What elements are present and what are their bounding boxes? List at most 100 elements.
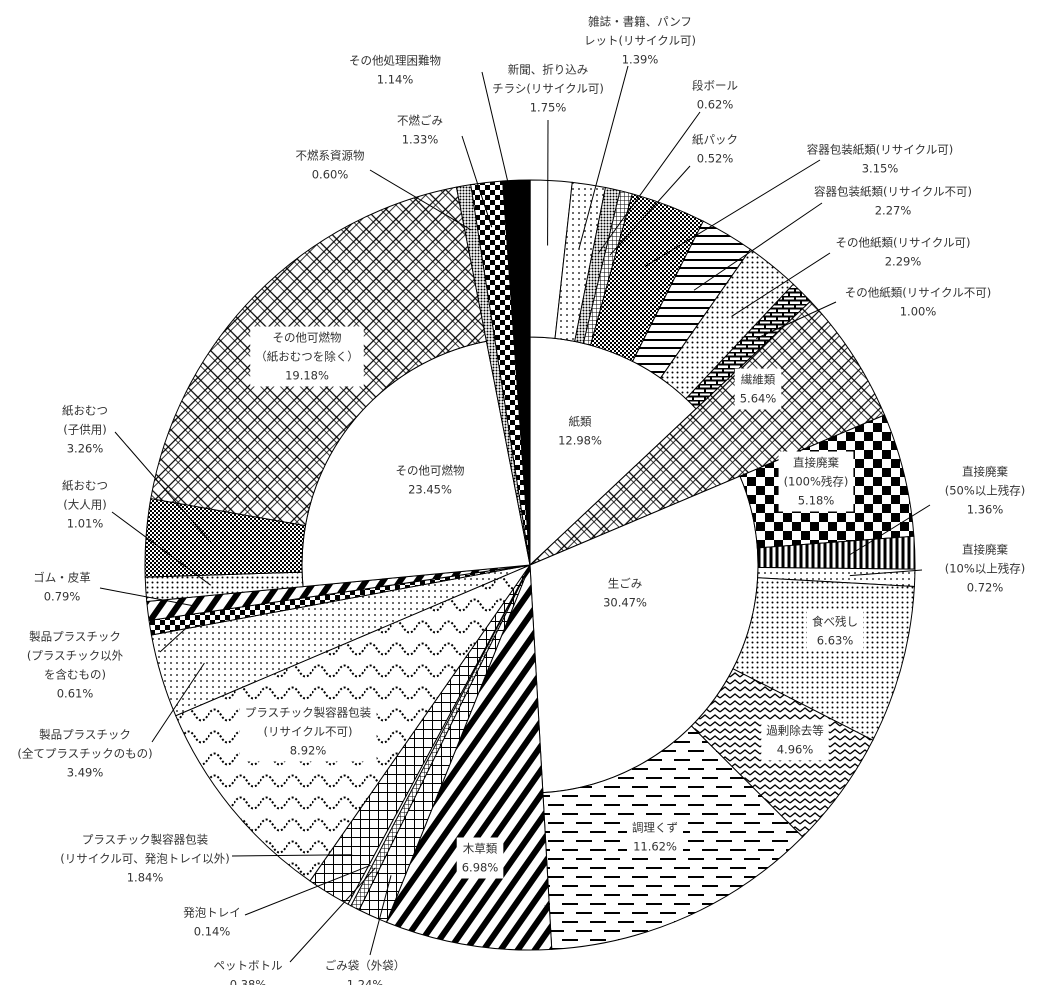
value-label: 8.92% bbox=[290, 744, 327, 758]
segment-label: (全てプラスチックのもの) bbox=[17, 747, 152, 761]
rings bbox=[144, 179, 916, 951]
segment-label: 新聞、折り込み bbox=[508, 63, 589, 77]
segment-label: 食べ残し bbox=[812, 615, 858, 629]
segment-label: を含むもの) bbox=[44, 668, 106, 682]
segment-label: （紙おむつを除く） bbox=[255, 350, 359, 364]
segment-label: プラスチック製容器包装 bbox=[82, 833, 209, 847]
segment-label: (50%以上残存) bbox=[945, 484, 1026, 498]
segment bbox=[529, 300, 886, 566]
segment-label: 調理くず bbox=[632, 821, 678, 835]
segment-label: その他紙類(リサイクル可) bbox=[836, 236, 971, 250]
segment-label: レット(リサイクル可) bbox=[584, 34, 696, 48]
segment-label: ゴム・皮革 bbox=[33, 571, 91, 585]
segment-label: その他処理困難物 bbox=[349, 54, 441, 68]
label-box bbox=[734, 368, 782, 410]
value-label: 0.72% bbox=[967, 581, 1004, 595]
value-label: 4.96% bbox=[777, 743, 814, 757]
segment-label: 容器包装紙類(リサイクル不可) bbox=[814, 185, 972, 199]
leader-line bbox=[598, 111, 701, 253]
segment-label: 不燃系資源物 bbox=[296, 149, 365, 163]
leader-line bbox=[481, 71, 519, 226]
value-label: 5.18% bbox=[798, 494, 835, 508]
value-label: 5.64% bbox=[740, 392, 777, 406]
segment bbox=[502, 179, 531, 566]
value-label: 0.62% bbox=[697, 98, 734, 112]
segment-label: 発泡トレイ bbox=[183, 906, 241, 920]
value-label: 30.47% bbox=[603, 596, 647, 610]
value-label: 12.98% bbox=[558, 434, 602, 448]
leader-line bbox=[849, 504, 931, 556]
leader-line bbox=[244, 864, 371, 916]
value-label: 3.15% bbox=[862, 162, 899, 176]
segment-label: (大人用) bbox=[63, 498, 106, 512]
value-label: 6.98% bbox=[462, 861, 499, 875]
value-label: 1.84% bbox=[127, 871, 164, 885]
value-label: 1.36% bbox=[967, 503, 1004, 517]
segment-label: その他可燃物 bbox=[273, 331, 342, 345]
segment bbox=[385, 564, 553, 951]
segment-label: (10%以上残存) bbox=[945, 562, 1026, 576]
value-label: 2.29% bbox=[885, 255, 922, 269]
segment-label: 過剰除去等 bbox=[766, 724, 824, 738]
leader-line bbox=[114, 431, 212, 543]
leader-line bbox=[231, 854, 353, 857]
segment-label: 容器包装紙類(リサイクル可) bbox=[807, 143, 953, 157]
label-box bbox=[627, 816, 683, 858]
value-label: 23.45% bbox=[408, 483, 452, 497]
value-label: 19.18% bbox=[285, 369, 329, 383]
label-box bbox=[239, 701, 377, 762]
segment-label: (プラスチック以外 bbox=[27, 649, 124, 663]
segment-label: 製品プラスチック bbox=[39, 728, 131, 742]
segment-label: 繊維類 bbox=[741, 373, 776, 387]
value-label: 0.14% bbox=[194, 925, 231, 939]
value-label: 1.00% bbox=[900, 305, 937, 319]
segment-label: その他可燃物 bbox=[396, 464, 465, 478]
value-label: 11.62% bbox=[633, 840, 677, 854]
segment-label: 紙おむつ bbox=[62, 479, 108, 493]
leader-line bbox=[755, 301, 837, 340]
segment-label: 不燃ごみ bbox=[397, 114, 443, 128]
value-label: 1.75% bbox=[530, 101, 567, 115]
value-label: 1.33% bbox=[402, 133, 439, 147]
segment-label: 直接廃棄 bbox=[962, 465, 1008, 479]
segment-label: 直接廃棄 bbox=[962, 543, 1008, 557]
segment-label: (100%残存) bbox=[784, 475, 849, 489]
segment-label: プラスチック製容器包装 bbox=[245, 706, 372, 720]
value-label: 1.01% bbox=[67, 517, 104, 531]
segment-label: 直接廃棄 bbox=[793, 456, 839, 470]
label-box bbox=[807, 610, 863, 652]
label-box bbox=[778, 451, 854, 512]
leader-line bbox=[369, 169, 472, 231]
segment-label: (リサイクル可、発泡トレイ以外) bbox=[60, 852, 229, 866]
segment-label: 紙パック bbox=[692, 133, 738, 147]
leader-line bbox=[99, 587, 193, 607]
leader-line bbox=[578, 65, 629, 249]
value-label: 0.52% bbox=[697, 152, 734, 166]
segment-label: その他紙類(リサイクル不可) bbox=[845, 286, 991, 300]
segment-label: 木草類 bbox=[463, 842, 498, 856]
value-label: 0.60% bbox=[312, 168, 349, 182]
segment-label: 段ボール bbox=[692, 79, 738, 93]
segment-label: ごみ袋（外袋） bbox=[325, 959, 406, 973]
segment-label: (子供用) bbox=[63, 423, 106, 437]
value-label: 3.49% bbox=[67, 766, 104, 780]
value-label: 3.26% bbox=[67, 442, 104, 456]
leader-line bbox=[151, 662, 205, 743]
leader-line bbox=[159, 620, 195, 653]
leader-line bbox=[461, 135, 493, 228]
segment-label: チラシ(リサイクル可) bbox=[492, 82, 604, 96]
segment-label: 製品プラスチック bbox=[29, 630, 121, 644]
segment-label: 雑誌・書籍、パンフ bbox=[588, 15, 692, 29]
label-box bbox=[761, 719, 829, 761]
leader-line bbox=[369, 875, 392, 956]
label-box bbox=[456, 837, 504, 879]
segment-label: 紙類 bbox=[569, 415, 592, 429]
leader-line bbox=[289, 867, 376, 963]
value-label: 2.27% bbox=[875, 204, 912, 218]
value-label: 1.39% bbox=[622, 53, 659, 67]
value-label: 1.24% bbox=[347, 978, 384, 985]
leader-line bbox=[609, 165, 691, 256]
segment-label: 紙おむつ bbox=[62, 404, 108, 418]
